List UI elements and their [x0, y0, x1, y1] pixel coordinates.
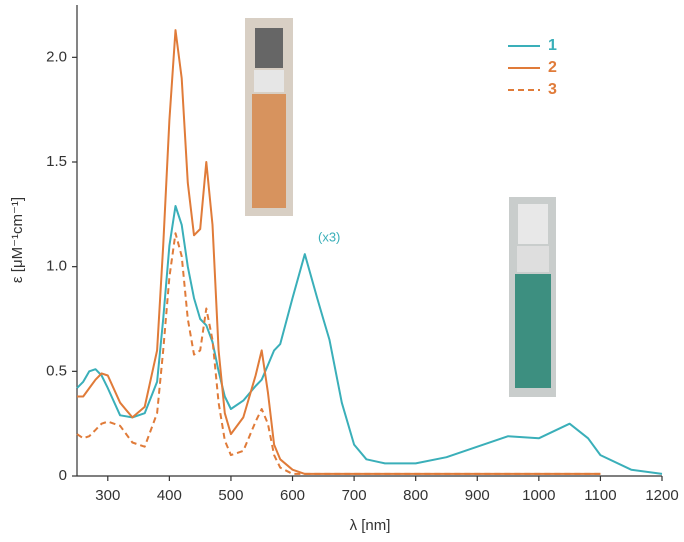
y-tick-label: 1.0 — [46, 258, 67, 275]
legend-label: 2 — [548, 59, 557, 76]
x-tick-label: 1200 — [645, 487, 678, 504]
cuvette-cap — [255, 28, 283, 68]
y-tick-label: 1.5 — [46, 153, 67, 170]
x-tick-label: 1100 — [584, 487, 616, 504]
series-line — [76, 232, 601, 475]
cuvette-cap — [518, 204, 548, 244]
cuvette-label — [517, 246, 549, 272]
annotation: (x3) — [318, 229, 340, 244]
series-line — [76, 205, 663, 475]
y-tick-label: 0 — [59, 467, 67, 484]
x-tick-label: 700 — [342, 487, 367, 504]
legend-label: 1 — [548, 37, 557, 54]
cuvette-teal — [509, 197, 556, 397]
cuvette-liquid — [515, 274, 551, 388]
x-tick-label: 800 — [403, 487, 428, 504]
x-tick-label: 500 — [218, 487, 243, 504]
x-tick-label: 1000 — [522, 487, 555, 504]
cuvette-orange — [245, 18, 293, 216]
y-tick-label: 0.5 — [46, 362, 67, 379]
x-tick-label: 900 — [465, 487, 490, 504]
y-axis-label: ε [μM⁻¹cm⁻¹] — [9, 197, 26, 283]
x-tick-label: 600 — [280, 487, 305, 504]
x-axis-label: λ [nm] — [350, 517, 391, 534]
legend-label: 3 — [548, 81, 557, 98]
y-tick-label: 2.0 — [46, 48, 67, 65]
x-tick-label: 300 — [95, 487, 120, 504]
cuvette-label — [254, 70, 284, 92]
cuvette-liquid — [252, 94, 286, 208]
x-tick-label: 400 — [157, 487, 182, 504]
